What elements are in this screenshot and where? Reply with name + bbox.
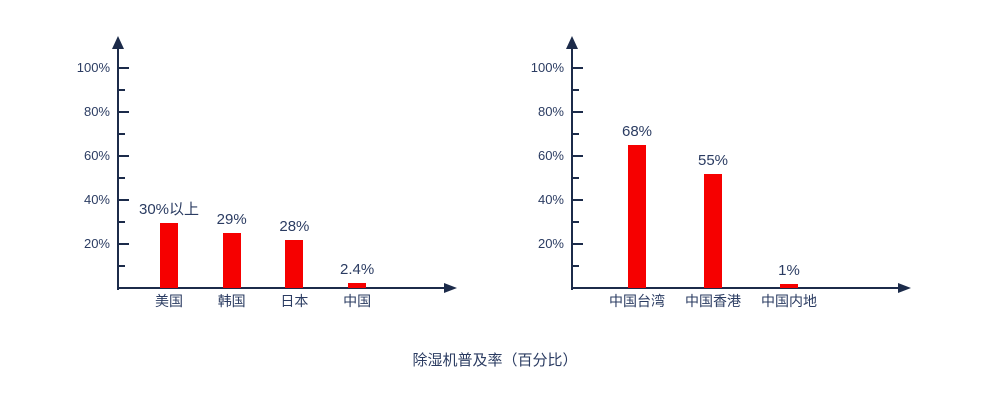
category-label: 日本: [280, 293, 309, 309]
y-axis-minor-tick: [573, 265, 579, 267]
y-axis-major-tick: [573, 243, 583, 245]
bar: [628, 145, 646, 288]
y-axis-major-tick: [119, 243, 129, 245]
chart-caption: 除湿机普及率（百分比）: [412, 352, 578, 369]
y-tick-label: 60%: [537, 148, 564, 163]
y-tick-label: 40%: [83, 192, 110, 207]
y-tick-label: 100%: [530, 60, 564, 75]
y-axis-arrow-icon: [566, 36, 578, 49]
x-axis-arrow-icon: [444, 283, 457, 293]
y-axis-minor-tick: [119, 89, 125, 91]
x-axis-arrow-icon: [898, 283, 911, 293]
y-tick-label: 20%: [83, 236, 110, 251]
y-axis-minor-tick: [573, 221, 579, 223]
y-axis-minor-tick: [119, 177, 125, 179]
y-axis-minor-tick: [573, 177, 579, 179]
category-label: 中国台湾: [609, 293, 665, 309]
bar-value-label: 30%以上: [138, 201, 200, 218]
category-label: 韩国: [217, 293, 246, 309]
y-axis-major-tick: [573, 111, 583, 113]
x-axis-line: [117, 287, 445, 289]
y-tick-label: 80%: [537, 104, 564, 119]
y-tick-label: 60%: [83, 148, 110, 163]
y-axis-minor-tick: [119, 133, 125, 135]
category-label: 中国香港: [685, 293, 741, 309]
bar: [348, 283, 367, 288]
bar-value-label: 68%: [621, 123, 653, 140]
y-axis-minor-tick: [119, 221, 125, 223]
category-label: 美国: [155, 293, 183, 309]
y-axis-minor-tick: [119, 265, 125, 267]
y-axis-major-tick: [119, 199, 129, 201]
y-axis-major-tick: [573, 155, 583, 157]
bar: [285, 240, 304, 288]
y-tick-label: 80%: [83, 104, 110, 119]
bar: [160, 223, 178, 288]
y-axis-major-tick: [119, 155, 129, 157]
x-axis-line: [571, 287, 899, 289]
y-axis-major-tick: [573, 199, 583, 201]
y-axis-major-tick: [119, 67, 129, 69]
bar-value-label: 55%: [697, 152, 729, 169]
bar: [222, 233, 241, 288]
y-axis-arrow-icon: [112, 36, 124, 49]
bar-value-label: 28%: [279, 218, 310, 235]
bar-value-label: 1%: [778, 262, 800, 279]
bar-value-label: 29%: [216, 211, 247, 228]
bar: [780, 284, 798, 288]
y-axis-line: [571, 46, 573, 290]
y-axis-major-tick: [573, 67, 583, 69]
y-tick-label: 40%: [537, 192, 564, 207]
y-tick-label: 100%: [76, 60, 110, 75]
y-tick-label: 20%: [537, 236, 564, 251]
y-axis-major-tick: [119, 111, 129, 113]
y-axis-minor-tick: [573, 89, 579, 91]
category-label: 中国: [343, 293, 372, 309]
category-label: 中国内地: [761, 293, 817, 309]
bar-value-label: 2.4%: [339, 261, 375, 278]
y-axis-line: [117, 46, 119, 290]
y-axis-minor-tick: [573, 133, 579, 135]
bar: [704, 174, 722, 288]
